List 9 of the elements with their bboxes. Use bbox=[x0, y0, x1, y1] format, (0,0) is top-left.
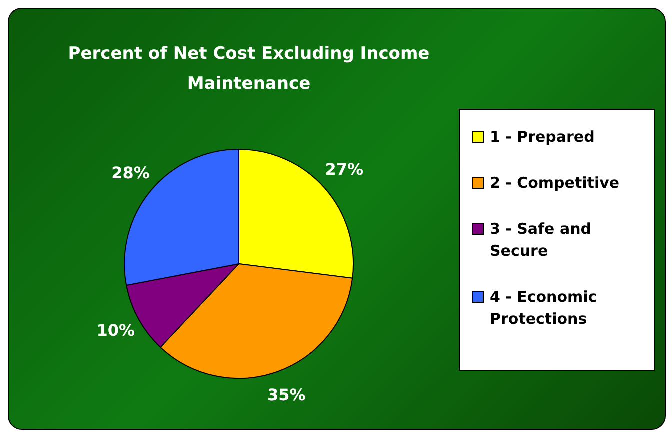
legend-label: 3 - Safe and Secure bbox=[490, 219, 592, 262]
data-label: 28% bbox=[112, 164, 150, 183]
data-label: 27% bbox=[325, 160, 364, 180]
legend-label: 1 - Prepared bbox=[490, 127, 595, 148]
data-label: 10% bbox=[96, 320, 136, 340]
legend-label: 2 - Competitive bbox=[490, 173, 620, 194]
chart-title: Percent of Net Cost Excluding Income Maintenance bbox=[67, 43, 431, 96]
data-label: 35% bbox=[267, 385, 306, 404]
legend-label: 4 - Economic Protections bbox=[490, 287, 598, 330]
